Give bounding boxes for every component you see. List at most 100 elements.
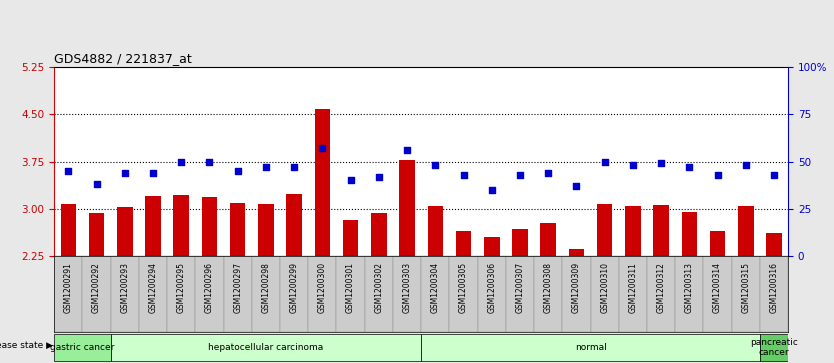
Text: GSM1200296: GSM1200296: [205, 262, 214, 313]
Point: [457, 172, 470, 178]
Text: GSM1200313: GSM1200313: [685, 262, 694, 313]
Text: GSM1200311: GSM1200311: [628, 262, 637, 313]
Text: GSM1200295: GSM1200295: [177, 262, 186, 313]
Bar: [343, 220, 359, 256]
Bar: [139, 256, 167, 332]
Bar: [455, 231, 471, 256]
Bar: [710, 231, 726, 256]
Text: pancreatic
cancer: pancreatic cancer: [750, 338, 798, 357]
Point: [203, 159, 216, 164]
Bar: [83, 256, 111, 332]
Bar: [653, 205, 669, 256]
Bar: [252, 256, 280, 332]
Point: [711, 172, 724, 178]
Bar: [421, 256, 450, 332]
Bar: [309, 256, 336, 332]
Text: GSM1200293: GSM1200293: [120, 262, 129, 313]
Point: [288, 164, 301, 170]
Bar: [484, 237, 500, 256]
Bar: [280, 256, 309, 332]
Text: GSM1200298: GSM1200298: [261, 262, 270, 313]
Bar: [703, 256, 731, 332]
Text: GSM1200301: GSM1200301: [346, 262, 355, 313]
Bar: [286, 194, 302, 256]
Bar: [202, 197, 217, 256]
Bar: [111, 256, 139, 332]
Bar: [569, 249, 584, 256]
Bar: [562, 256, 590, 332]
Text: GSM1200309: GSM1200309: [572, 262, 581, 313]
Text: GSM1200303: GSM1200303: [403, 262, 411, 313]
Text: GSM1200316: GSM1200316: [770, 262, 778, 313]
Point: [90, 181, 103, 187]
Bar: [540, 223, 556, 256]
Text: GSM1200292: GSM1200292: [92, 262, 101, 313]
Text: GSM1200297: GSM1200297: [234, 262, 242, 313]
Bar: [626, 205, 641, 256]
Bar: [61, 204, 76, 256]
Text: GSM1200315: GSM1200315: [741, 262, 751, 313]
Bar: [731, 256, 760, 332]
Point: [767, 172, 781, 178]
Text: GSM1200314: GSM1200314: [713, 262, 722, 313]
Bar: [681, 212, 697, 256]
Text: normal: normal: [575, 343, 606, 352]
Bar: [336, 256, 364, 332]
Bar: [364, 256, 393, 332]
Point: [62, 168, 75, 174]
Bar: [512, 229, 528, 256]
Bar: [167, 256, 195, 332]
Text: GSM1200299: GSM1200299: [289, 262, 299, 313]
Bar: [145, 196, 161, 256]
Bar: [173, 195, 189, 256]
Bar: [230, 203, 245, 256]
Bar: [314, 109, 330, 256]
Bar: [393, 256, 421, 332]
Point: [344, 178, 357, 183]
Bar: [428, 206, 443, 256]
Text: GSM1200308: GSM1200308: [544, 262, 553, 313]
Text: GSM1200310: GSM1200310: [600, 262, 609, 313]
Point: [739, 162, 752, 168]
Bar: [760, 334, 788, 362]
Bar: [590, 256, 619, 332]
Bar: [117, 207, 133, 256]
Bar: [676, 256, 703, 332]
Point: [231, 168, 244, 174]
Text: GSM1200300: GSM1200300: [318, 262, 327, 313]
Text: GSM1200294: GSM1200294: [148, 262, 158, 313]
Point: [146, 170, 159, 176]
Point: [655, 160, 668, 166]
Text: disease state ▶: disease state ▶: [0, 341, 53, 350]
Point: [316, 146, 329, 151]
Bar: [506, 256, 534, 332]
Text: GSM1200312: GSM1200312: [656, 262, 666, 313]
Text: GSM1200307: GSM1200307: [515, 262, 525, 313]
Point: [372, 174, 385, 180]
Bar: [54, 334, 111, 362]
Point: [626, 162, 640, 168]
Text: GSM1200305: GSM1200305: [459, 262, 468, 313]
Bar: [766, 233, 781, 256]
Bar: [597, 204, 612, 256]
Bar: [738, 205, 754, 256]
Point: [598, 159, 611, 164]
Bar: [478, 256, 506, 332]
Point: [683, 164, 696, 170]
Point: [570, 183, 583, 189]
Bar: [371, 212, 387, 256]
Bar: [399, 160, 414, 256]
Point: [259, 164, 273, 170]
Point: [174, 159, 188, 164]
Point: [485, 187, 499, 193]
Bar: [450, 256, 478, 332]
Bar: [647, 256, 676, 332]
Text: hepatocellular carcinoma: hepatocellular carcinoma: [208, 343, 324, 352]
Point: [118, 170, 132, 176]
Bar: [259, 204, 274, 256]
Bar: [54, 256, 83, 332]
Text: gastric cancer: gastric cancer: [50, 343, 114, 352]
Bar: [760, 256, 788, 332]
Bar: [534, 256, 562, 332]
Point: [541, 170, 555, 176]
